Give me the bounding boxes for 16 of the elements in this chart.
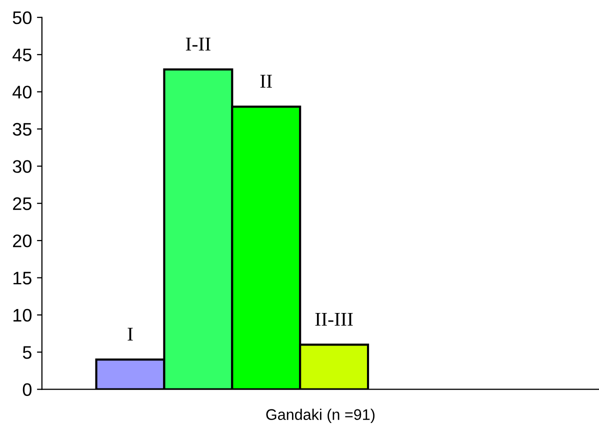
y-tick-label: 50: [12, 11, 32, 24]
y-tick-label: 5: [22, 346, 32, 359]
y-tick-label: 15: [14, 272, 32, 284]
y-tick-label: 20: [13, 234, 32, 248]
y-tick-label: 10: [14, 308, 32, 322]
x-axis-title: Gandaki (n =91): [266, 408, 375, 424]
y-tick-label: 45: [12, 48, 32, 62]
x-tick-label: II-III: [315, 312, 353, 326]
x-tick-label: I-II: [186, 38, 210, 50]
y-tick-label: 30: [12, 160, 32, 173]
x-tick-label: II: [260, 74, 272, 88]
y-tick-label: 0: [22, 383, 32, 396]
y-tick-label: 25: [13, 197, 32, 210]
y-tick-label: 40: [12, 86, 32, 99]
x-tick-label: I: [128, 328, 133, 341]
y-tick-label: 35: [12, 122, 32, 136]
